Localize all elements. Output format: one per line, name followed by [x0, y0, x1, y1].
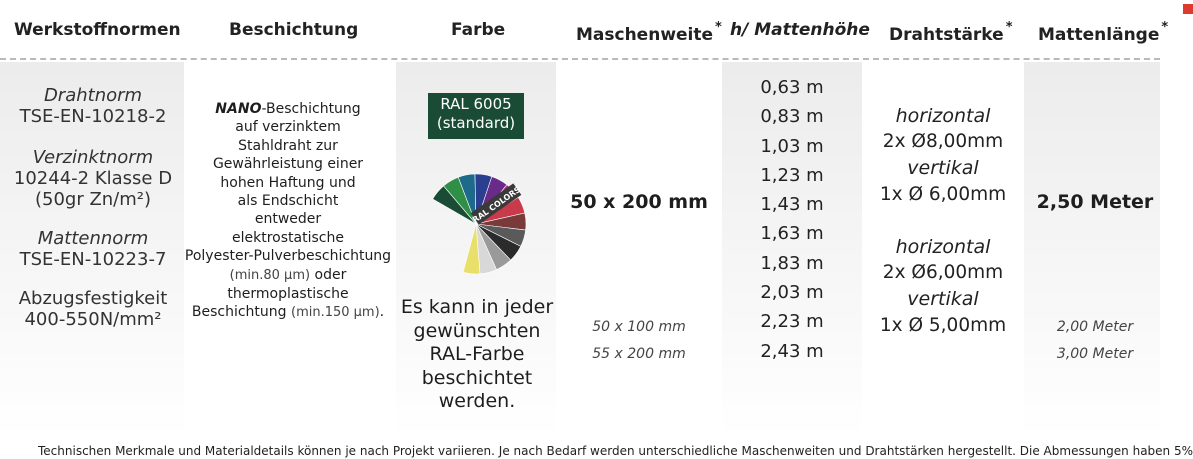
- fan-swatch: [462, 223, 481, 275]
- header-mattenhoehe: h/ Mattenhöhe: [730, 20, 870, 40]
- wire-group-1: horizontal 2x Ø8,00mm vertikal 1x Ø 6,00…: [879, 105, 1007, 205]
- asterisk: *: [1161, 20, 1169, 35]
- header-mattenlaenge: Mattenlänge *: [1038, 20, 1168, 45]
- norm-value: TSE-EN-10223-7: [19, 249, 167, 270]
- ral-code: RAL 6005: [440, 95, 512, 113]
- norm-label: Abzugsfestigkeit: [18, 288, 168, 309]
- asterisk: *: [1005, 20, 1013, 35]
- header-farbe: Farbe: [451, 20, 506, 40]
- header-maschenweite: Maschenweite *: [576, 20, 722, 45]
- asterisk: *: [715, 20, 722, 35]
- header-werkstoffnormen: Werkstoffnormen: [14, 20, 181, 40]
- nano-label: NANO: [215, 101, 262, 117]
- height-item: 0,63 m: [760, 77, 824, 98]
- ral-color-fan-icon: RAL COLORS: [432, 173, 527, 275]
- fan-label-strip: [470, 183, 522, 225]
- norm-label: Verzinktnorm: [32, 147, 154, 168]
- footnote: Technischen Merkmale und Materialdetails…: [38, 444, 1193, 458]
- height-item: 2,03 m: [760, 282, 824, 304]
- norm-value: TSE-EN-10218-2: [19, 106, 167, 127]
- header-maschenweite-text: Maschenweite: [576, 25, 714, 45]
- norms-column-bg: [0, 62, 184, 437]
- heights-list: 0,63 m 0,83 m 1,03 m 1,23 m 1,43 m 1,63 …: [722, 73, 862, 366]
- norms-column: Drahtnorm TSE-EN-10218-2 Verzinktnorm 10…: [0, 85, 186, 330]
- header-separator: [0, 58, 1160, 60]
- height-item: 1,83 m: [760, 252, 824, 274]
- height-item: 1,23 m: [760, 164, 824, 186]
- ral-free-choice-text: Es kann in jeder gewünschten RAL-Farbe b…: [400, 296, 554, 413]
- height-item: 1,63 m: [760, 223, 824, 245]
- height-item: 2,43 m: [760, 340, 824, 362]
- length-alternatives: 2,00 Meter 3,00 Meter: [1056, 319, 1134, 362]
- norm-value: (50gr Zn/m²): [34, 189, 152, 210]
- corner-mark: [1183, 4, 1193, 14]
- length-main: 2,50 Meter: [1036, 191, 1154, 213]
- wire-group-2: horizontal 2x Ø6,00mm vertikal 1x Ø 5,00…: [879, 236, 1007, 336]
- length-column-bg: [1024, 62, 1160, 437]
- header-beschichtung: Beschichtung: [229, 20, 359, 40]
- height-item: 1,43 m: [760, 194, 824, 216]
- norm-label: Drahtnorm: [43, 85, 143, 106]
- header-mattenlaenge-text: Mattenlänge: [1038, 25, 1160, 45]
- mesh-main: 50 x 200 mm: [570, 191, 708, 213]
- ral-note: (standard): [436, 114, 516, 132]
- coating-text: NANO-Beschichtung auf verzinktem Stahldr…: [184, 101, 392, 321]
- header-drahtstaerke-text: Drahtstärke: [889, 25, 1004, 45]
- norm-value: 10244-2 Klasse D: [13, 168, 173, 189]
- heights-column-bg: [722, 62, 862, 437]
- norm-value: 400-550N/mm²: [24, 309, 162, 330]
- height-item: 0,83 m: [760, 106, 824, 128]
- ral-standard-badge: RAL 6005 (standard): [428, 93, 524, 139]
- header-drahtstaerke: Drahtstärke *: [889, 20, 1013, 45]
- mesh-alternatives: 50 x 100 mm 55 x 200 mm: [592, 319, 686, 362]
- height-item: 2,23 m: [760, 311, 824, 333]
- height-item: 1,03 m: [760, 135, 824, 157]
- norm-label: Mattennorm: [37, 228, 149, 249]
